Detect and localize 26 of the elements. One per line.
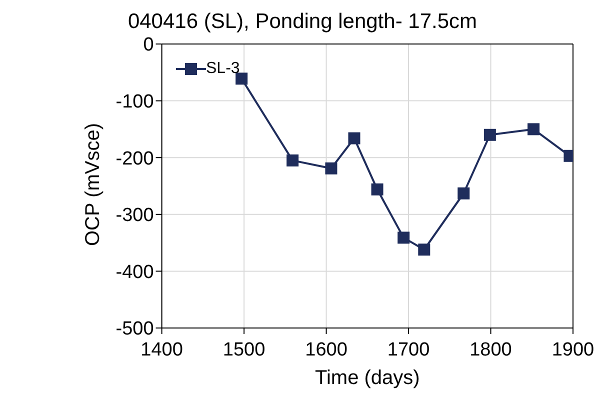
chart-title: 040416 (SL), Ponding length- 17.5cm	[126, 10, 478, 34]
point	[528, 123, 540, 136]
y-tick-label: -200	[116, 148, 154, 170]
x-tick-label: 1900	[552, 339, 594, 360]
y-tick-label: -400	[116, 262, 154, 283]
y-axis-title: OCP (mVsce)	[82, 123, 104, 246]
point	[418, 244, 430, 256]
y-tick-label: -300	[116, 205, 154, 226]
x-tick-label: 1700	[387, 339, 430, 360]
point	[371, 183, 384, 196]
point	[348, 132, 360, 144]
point	[236, 72, 248, 85]
x-tick-label: 1500	[222, 339, 266, 360]
y-tick-label: -500	[116, 318, 154, 340]
x-tick-label: 1600	[305, 339, 348, 360]
x-tick-label: 1800	[470, 339, 512, 360]
point	[286, 154, 299, 166]
x-axis-title: Time (days)	[314, 367, 420, 389]
point	[398, 232, 410, 244]
y-tick-label: -100	[116, 92, 154, 113]
point	[484, 128, 496, 141]
legend-label: SL-3	[206, 60, 240, 78]
point	[325, 162, 338, 174]
point	[458, 187, 470, 200]
x-tick-label: 1400	[140, 339, 183, 360]
y-tick-label: 0	[143, 34, 154, 56]
